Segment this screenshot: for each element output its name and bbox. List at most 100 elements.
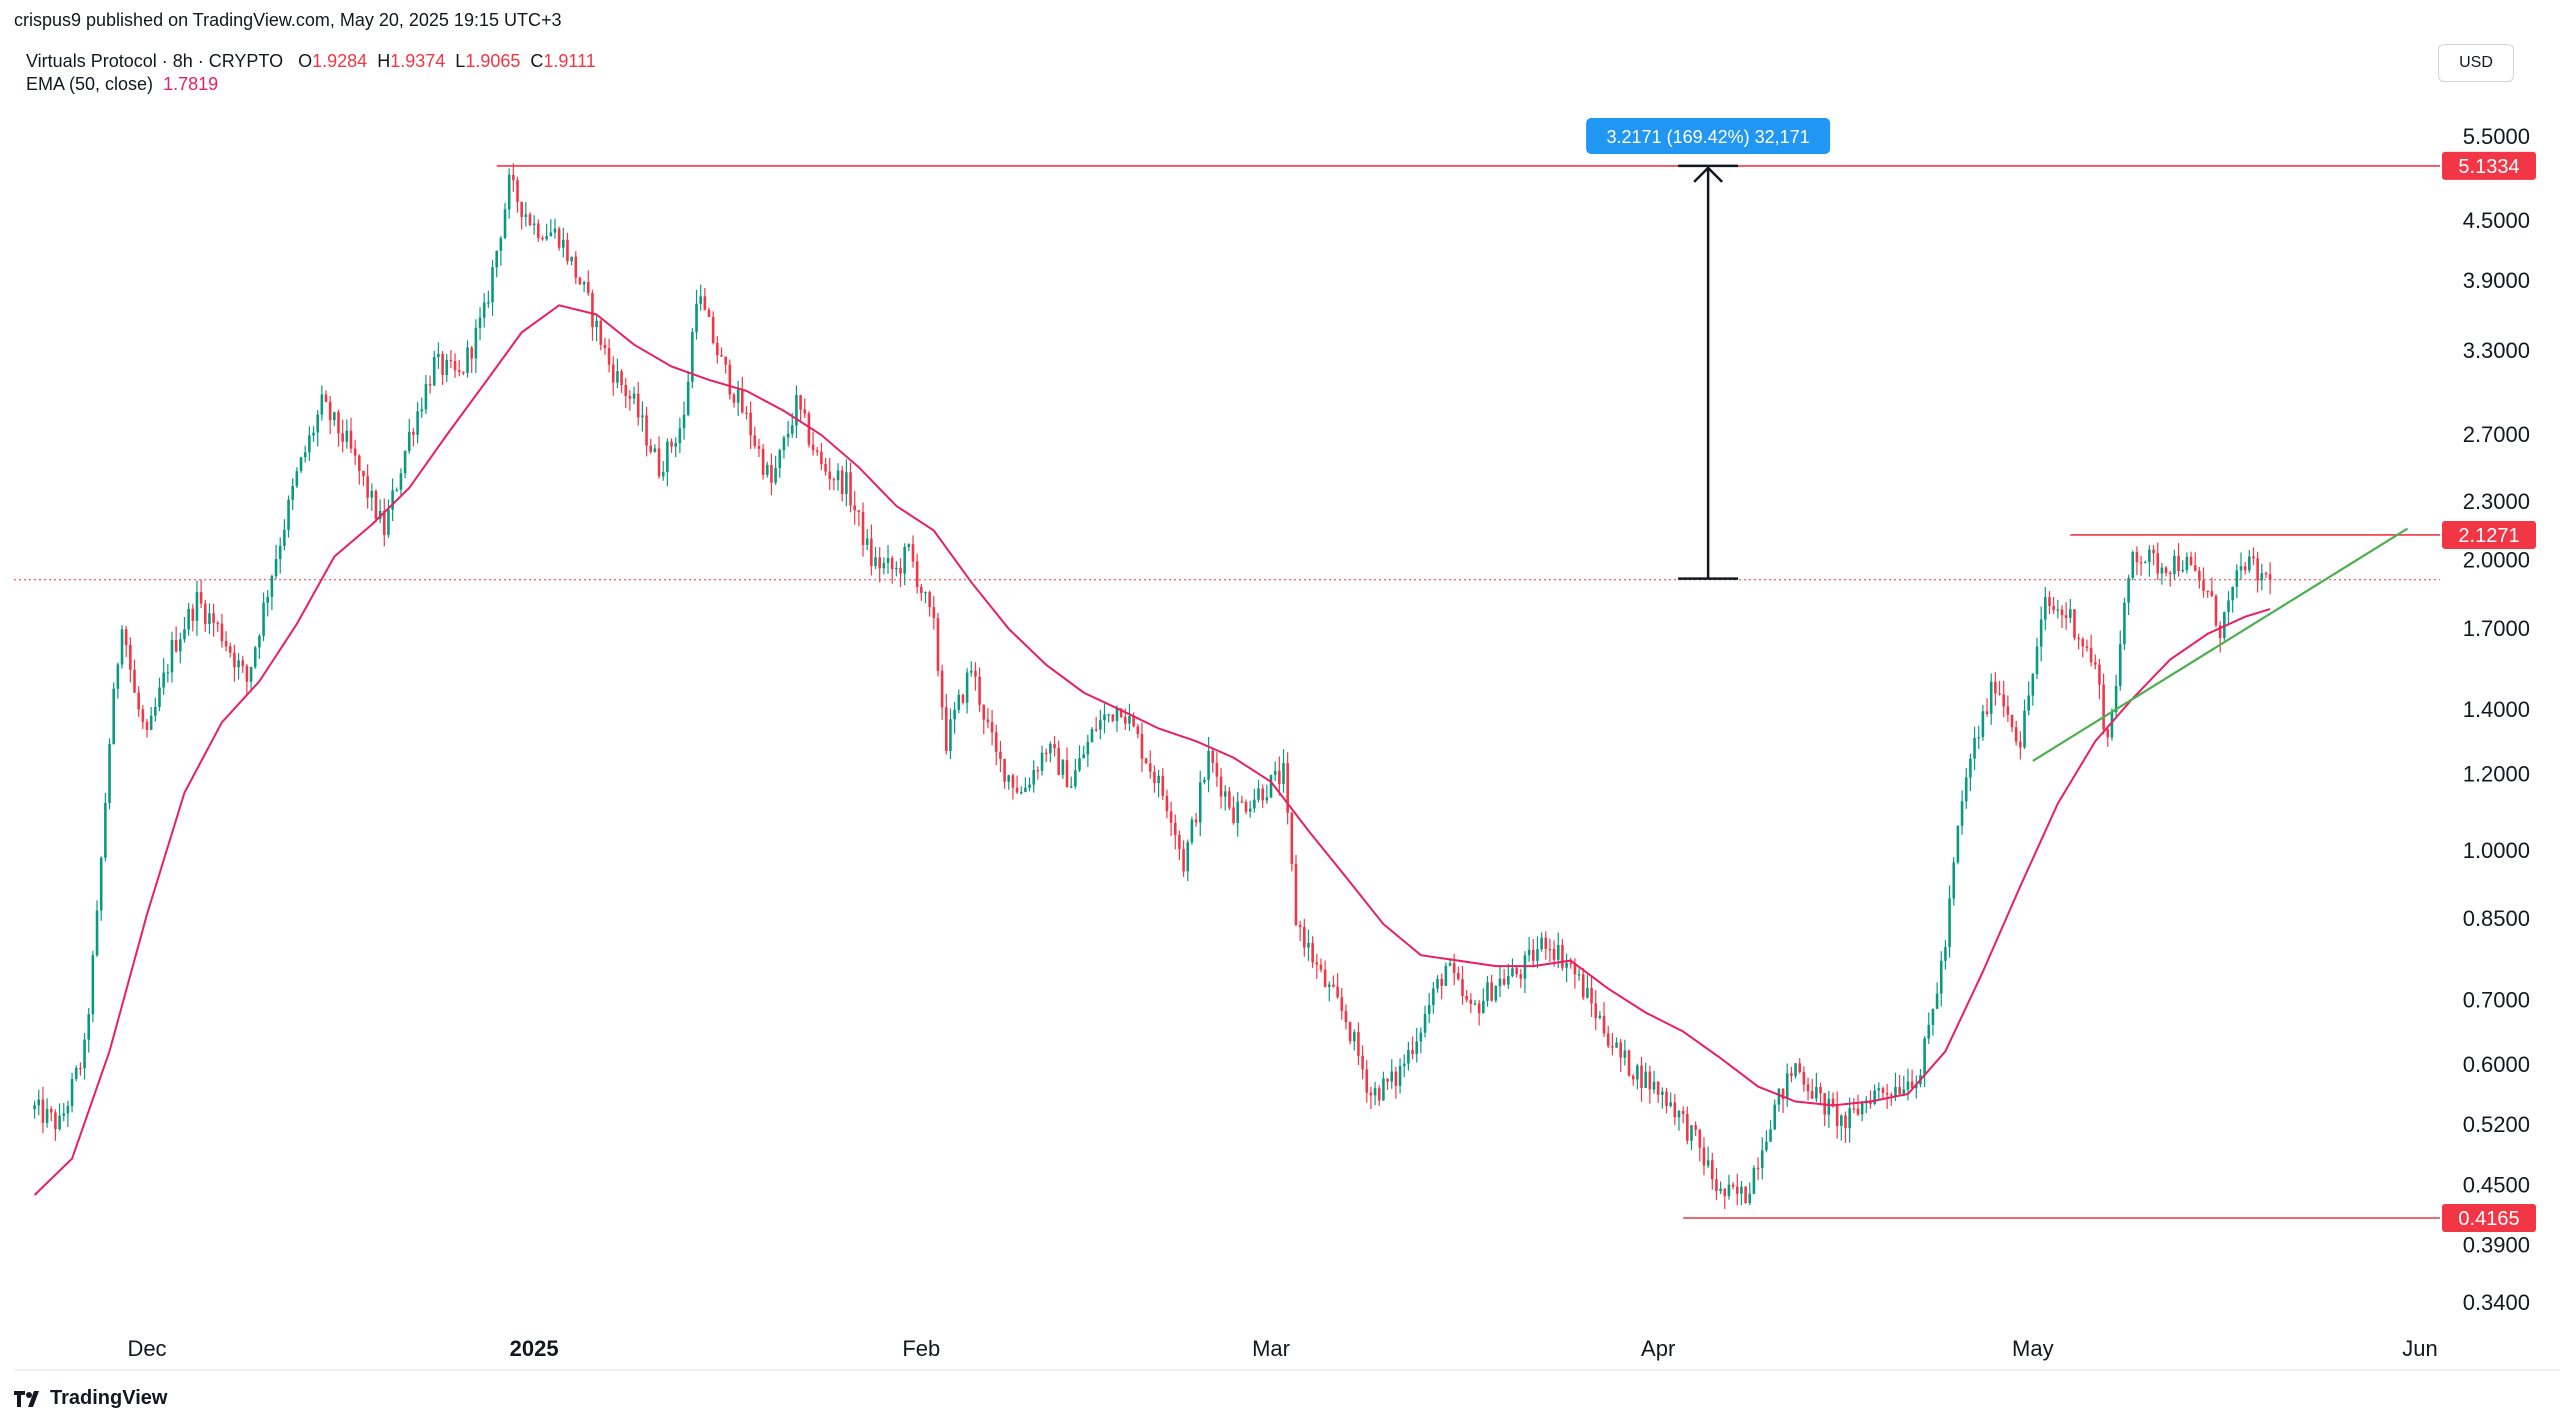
candle-body [353,448,357,456]
candle-body [890,558,894,570]
x-tick-label: Dec [127,1336,166,1361]
candle-body [2052,605,2055,611]
candle-body [1898,1086,1901,1094]
candle-body [524,214,528,217]
candle-body [283,529,286,546]
candle-body [420,409,424,412]
candle-body [2152,549,2155,554]
candle-body [1615,1042,1618,1048]
candle-body [1332,984,1335,987]
low-label: L [455,51,466,71]
ema-legend-row[interactable]: EMA (50, close) 1.7819 [26,73,596,96]
currency-button[interactable]: USD [2438,44,2514,82]
candle-body [1831,1098,1835,1105]
candle-body [1952,862,1956,899]
candle-body [695,303,698,333]
support-trendline[interactable] [2032,527,2409,762]
candle-body [957,694,961,710]
candle-body [1323,969,1327,987]
candle-body [599,320,603,345]
candle-body [1602,1015,1606,1034]
candle-body [611,364,615,383]
candle-body [395,489,399,491]
measure-label-box [1586,118,1831,154]
candle-body [191,608,195,621]
candle-body [774,467,777,483]
candle-body [1040,752,1044,771]
candle-body [1440,978,1443,986]
candle-body [1011,775,1015,788]
time-axis[interactable]: Dec 2025 Feb Mar Apr May Jun [127,1336,2437,1361]
candle-body [1344,1010,1348,1023]
symbol-legend-row[interactable]: Virtuals Protocol · 8h · CRYPTO O1.9284 … [26,50,596,73]
candle-body [2231,586,2234,601]
candle-body [765,465,769,475]
candle-body [1482,1000,1485,1014]
candle-body [195,592,199,621]
price-axis[interactable]: 5.1334 2.1271 0.4165 5.5000 4.5000 3.9000 3.30… [2442,124,2536,1315]
candle-body [1186,842,1190,872]
candle-body [2198,570,2201,581]
candle-body [1340,997,1344,1011]
candle-body [1669,1102,1672,1106]
candle-body [1998,693,2001,695]
candle-body [1706,1160,1710,1166]
candle-body [1586,988,1589,998]
candle-body [911,544,915,562]
candle-body [1090,729,1094,742]
candle-body [1844,1115,1847,1129]
candle-body [2223,612,2226,638]
candle-body [428,384,432,386]
candle-body [1944,947,1947,961]
candle-body [1515,968,1518,975]
candle-body [1078,758,1081,771]
candle-body [1377,1088,1381,1101]
candle-body [2106,729,2110,738]
candle-body [91,955,95,1015]
candle-body [274,559,278,577]
high-value: 1.9374 [390,51,446,71]
candle-body [220,623,224,642]
candle-body [824,464,827,472]
measure-label-text: 3.2171 (169.42%) 32,171 [1607,127,1810,147]
candles-layer [33,163,2272,1210]
candle-body [2027,695,2030,711]
candle-body [478,317,482,328]
candle-body [2160,567,2164,574]
y-tick-label: 1.0000 [2463,838,2530,863]
candle-body [1631,1075,1635,1080]
candle-body [358,455,361,472]
candle-body [1544,937,1548,949]
price-level-tag [2442,1203,2536,1232]
candle-body [1511,968,1514,977]
candle-body [337,412,340,434]
tradingview-brand[interactable]: TradingView [14,1387,167,1410]
candle-body [245,665,249,682]
candle-body [66,1106,70,1114]
candle-body [170,640,174,673]
candle-body [1248,808,1252,812]
candle-body [1719,1188,1722,1191]
candle-body [2214,595,2218,626]
candle-body [1598,1015,1602,1019]
candle-body [1269,774,1273,798]
candle-body [1848,1108,1851,1129]
y-tick-label: 0.4500 [2463,1173,2530,1198]
candle-body [1565,963,1568,968]
candle-body [74,1067,78,1079]
candle-body [383,510,386,535]
candle-body [1165,795,1169,812]
candle-body [1502,978,1506,985]
candle-body [1673,1102,1677,1118]
candle-body [1702,1147,1706,1166]
y-tick-label: 0.6000 [2463,1052,2530,1077]
candle-body [241,660,245,666]
candle-body [591,293,594,328]
candle-body [1082,754,1085,759]
candle-body [994,732,998,752]
candle-body [2264,573,2268,575]
candle-body [124,629,128,646]
candle-body [1735,1186,1739,1194]
candle-body [1773,1104,1777,1130]
